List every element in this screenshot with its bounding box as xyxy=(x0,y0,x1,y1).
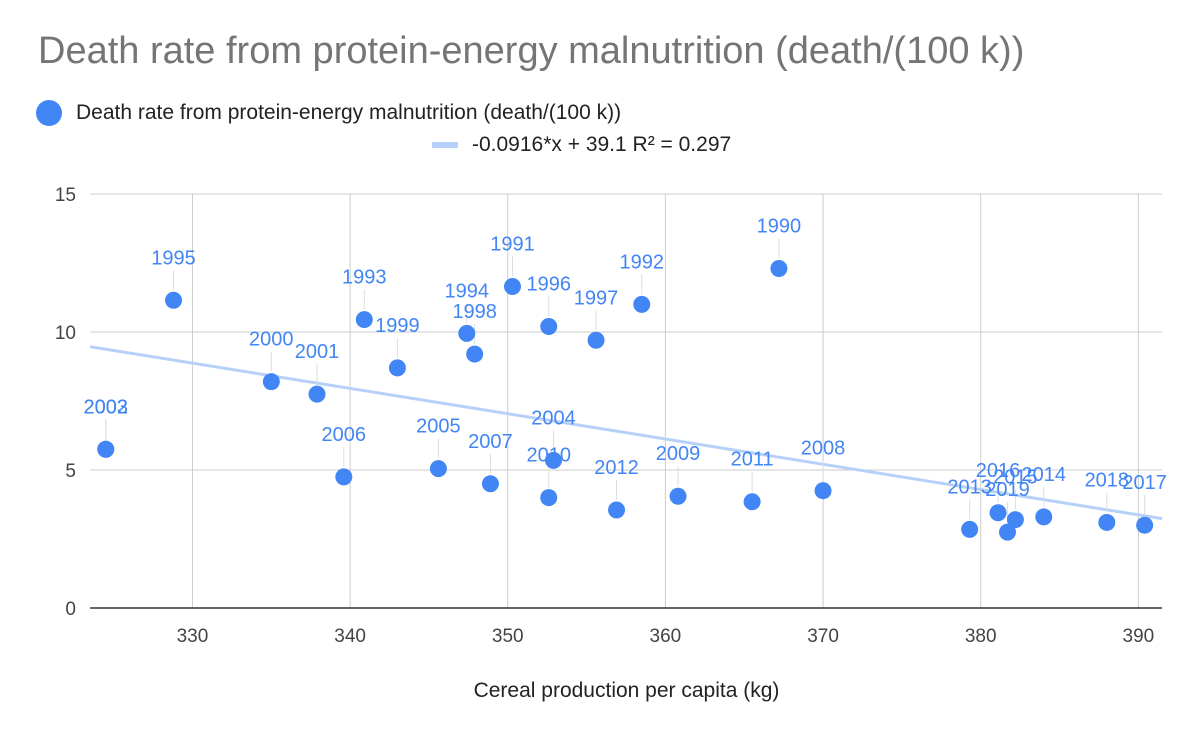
data-label: 2001 xyxy=(295,341,340,363)
data-point xyxy=(961,520,979,538)
y-tick-label: 0 xyxy=(65,599,76,620)
data-point xyxy=(481,475,499,493)
data-point xyxy=(503,277,521,295)
data-point xyxy=(743,493,761,511)
x-tick-label: 360 xyxy=(650,626,682,647)
data-label: 2018 xyxy=(1085,469,1130,491)
data-point xyxy=(1035,508,1053,526)
legend-series-label: Death rate from protein-energy malnutrit… xyxy=(76,101,622,124)
data-label: 2007 xyxy=(468,431,513,453)
data-point xyxy=(770,260,788,278)
data-label: 2005 xyxy=(416,416,461,438)
data-point xyxy=(355,311,373,329)
data-label: 2004 xyxy=(531,407,576,429)
chart-title: Death rate from protein-energy malnutrit… xyxy=(38,30,1025,72)
data-label: 2011 xyxy=(731,449,774,471)
data-point xyxy=(633,295,651,313)
data-label: 2012 xyxy=(594,457,639,479)
data-points xyxy=(97,260,1154,541)
data-point xyxy=(544,451,562,469)
x-tick-label: 380 xyxy=(965,626,997,647)
data-label: 2006 xyxy=(322,424,367,446)
data-point xyxy=(165,291,183,309)
data-label: 2008 xyxy=(801,438,846,460)
x-tick-label: 350 xyxy=(492,626,524,647)
data-label: 2000 xyxy=(249,329,294,351)
y-tick-label: 5 xyxy=(65,461,76,482)
data-point xyxy=(608,501,626,519)
data-label: 1994 xyxy=(445,280,490,302)
data-point xyxy=(989,504,1007,522)
legend-trendline-label: -0.0916*x + 39.1 R² = 0.297 xyxy=(472,133,732,156)
data-label: 1996 xyxy=(527,273,572,295)
data-point xyxy=(466,345,484,363)
data-label: 1997 xyxy=(574,287,619,309)
data-point xyxy=(388,359,406,377)
data-point xyxy=(335,468,353,486)
legend-trendline-item[interactable]: -0.0916*x + 39.1 R² = 0.297 xyxy=(432,133,731,157)
y-tick-label: 10 xyxy=(55,323,76,344)
data-label: 2014 xyxy=(1022,464,1067,486)
data-point xyxy=(97,440,115,458)
data-point xyxy=(540,317,558,335)
data-point xyxy=(669,487,687,505)
data-label: 2016 xyxy=(976,460,1021,482)
data-label: 1990 xyxy=(757,216,802,238)
data-label: 1995 xyxy=(151,247,196,269)
data-point xyxy=(587,331,605,349)
data-label: 2013 xyxy=(947,476,992,498)
data-label: 1998 xyxy=(452,301,497,323)
data-point xyxy=(814,482,832,500)
data-point xyxy=(540,489,558,507)
x-tick-label: 370 xyxy=(807,626,839,647)
data-point xyxy=(458,324,476,342)
data-label: 1992 xyxy=(620,251,665,273)
data-point xyxy=(999,523,1017,541)
legend-marker-icon xyxy=(36,100,62,126)
data-point xyxy=(429,460,447,478)
x-tick-label: 330 xyxy=(177,626,209,647)
data-point xyxy=(262,373,280,391)
legend-series-item[interactable]: Death rate from protein-energy malnutrit… xyxy=(36,100,621,126)
data-point xyxy=(1136,516,1154,534)
data-point xyxy=(308,385,326,403)
data-label: 2003 xyxy=(84,396,129,418)
data-label: 1993 xyxy=(342,267,387,289)
data-label: 2017 xyxy=(1122,472,1167,494)
x-axis-label: Cereal production per capita (kg) xyxy=(473,679,780,702)
data-label: 2019 xyxy=(985,479,1030,501)
data-label: 2002 xyxy=(84,396,129,418)
data-label: 2009 xyxy=(656,443,701,465)
legend-line-icon xyxy=(432,142,458,148)
x-tick-label: 390 xyxy=(1123,626,1155,647)
y-tick-label: 15 xyxy=(55,185,76,206)
data-label: 1999 xyxy=(375,315,420,337)
data-label: 2015 xyxy=(993,467,1038,489)
data-point xyxy=(1006,511,1024,529)
data-point xyxy=(1098,513,1116,531)
data-label: 1991 xyxy=(490,233,535,255)
x-tick-label: 340 xyxy=(334,626,366,647)
